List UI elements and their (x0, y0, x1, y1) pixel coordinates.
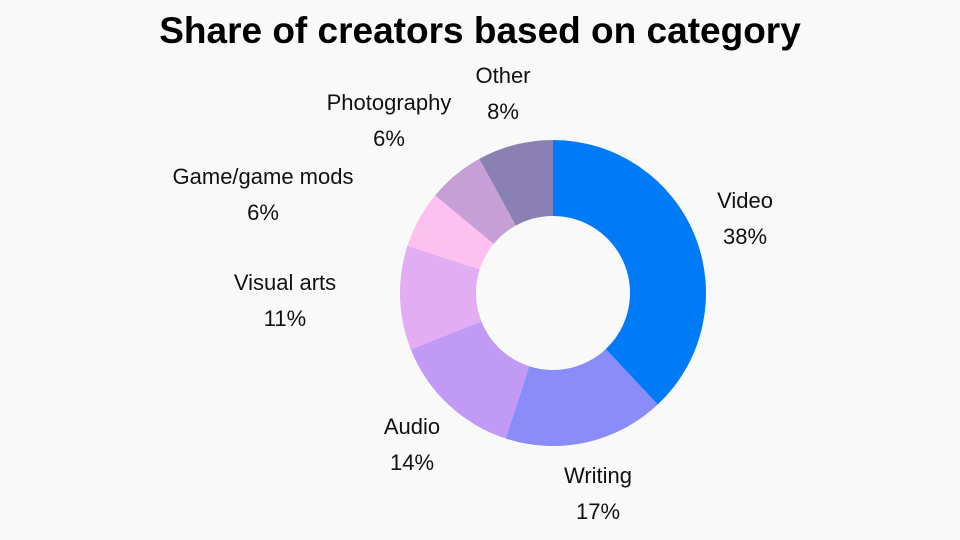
slice-label: Game/game mods (173, 164, 354, 189)
slice-writing (505, 349, 658, 446)
slice-value-label: 8% (487, 99, 519, 124)
slice-label: Visual arts (234, 270, 336, 295)
slice-other (479, 140, 553, 226)
slice-value-label: 11% (264, 306, 306, 331)
slice-value-label: 14% (390, 450, 434, 475)
slice-label: Photography (327, 90, 452, 115)
slice-game-game-mods (407, 195, 494, 270)
slice-photography (435, 158, 516, 244)
slice-label: Video (717, 188, 773, 213)
slice-value-label: 38% (723, 224, 767, 249)
slice-audio (410, 321, 530, 439)
slice-label: Other (475, 63, 530, 88)
slice-value-label: 6% (373, 126, 405, 151)
slice-label: Writing (564, 463, 632, 488)
chart-title: Share of creators based on category (159, 10, 801, 51)
slice-visual-arts (399, 245, 482, 350)
slice-value-label: 17% (576, 499, 620, 524)
slice-label: Audio (384, 414, 440, 439)
slice-value-label: 6% (247, 200, 279, 225)
slice-video (553, 140, 707, 405)
